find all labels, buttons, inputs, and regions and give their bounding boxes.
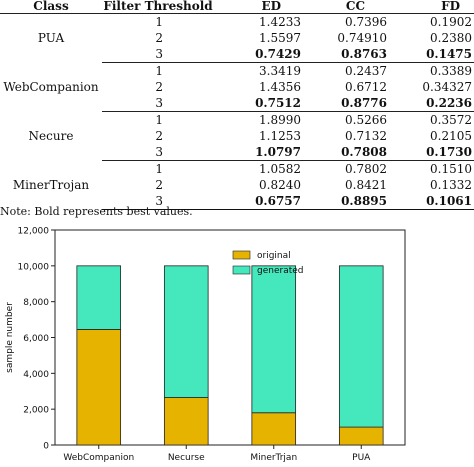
cc-cell: 0.7802 — [345, 162, 387, 176]
table-row: MinerTrojan 1 1.0582 0.7802 0.1510 — [0, 161, 474, 192]
bar-generated — [338, 265, 384, 428]
class-cell: Necure — [28, 129, 74, 143]
fd-cell: 0.1475 — [389, 46, 474, 63]
y-tick-label: 10,000 — [18, 262, 50, 272]
ed-cell: 1.8990 — [259, 113, 301, 127]
table-row: 3 0.7429 0.8763 0.1475 — [0, 46, 474, 63]
table-row: Necure 1 1.8990 0.5266 0.3572 — [0, 112, 474, 143]
table-body: PUA 1 1.4233 0.7396 0.1902 2 1.5597 0.74910 0.23… — [0, 14, 474, 210]
x-tick-label: WebCompanion — [63, 453, 134, 463]
table-row: WebCompanion 1 3.3419 0.2437 0.3389 — [0, 63, 474, 94]
y-tick-label: 8,000 — [23, 298, 49, 308]
y-axis-label: sample number — [5, 302, 15, 373]
class-cell: WebCompanion — [3, 80, 99, 94]
bar-generated — [251, 265, 297, 414]
ed-cell: 1.5597 — [259, 31, 301, 45]
cc-cell: 0.8895 — [303, 193, 389, 210]
header-ed: ED — [214, 0, 303, 14]
fd-cell: 0.2380 — [430, 31, 472, 45]
table-header-row: Class Filter Threshold ED CC FD — [0, 0, 474, 14]
threshold-cell: 1 — [155, 162, 163, 176]
cc-cell: 0.7132 — [345, 129, 387, 143]
ed-cell: 0.6757 — [214, 193, 303, 210]
stacked-bar-chart: 0 2,000 4,000 6,000 8,000 10,000 12,000 sample … — [5, 227, 406, 463]
threshold-cell: 2 — [155, 129, 163, 143]
bar-generated — [76, 265, 122, 330]
ed-cell: 0.7429 — [214, 46, 303, 63]
header-cc: CC — [303, 0, 389, 14]
threshold-cell: 3 — [102, 193, 214, 210]
fd-cell: 0.1510 — [430, 162, 472, 176]
fd-cell: 0.1332 — [430, 178, 472, 192]
ed-cell: 0.7512 — [214, 95, 303, 112]
ed-cell: 3.3419 — [259, 64, 301, 78]
table-row: 2 0.8240 0.8421 0.1332 — [0, 177, 474, 193]
y-tick-label: 2,000 — [23, 406, 49, 416]
table-row: 2 1.1253 0.7132 0.2105 — [0, 128, 474, 144]
ed-cell: 1.4356 — [259, 80, 301, 94]
fd-cell: 0.1902 — [430, 15, 472, 29]
legend-swatch-generated — [232, 265, 251, 275]
bar-original — [163, 397, 209, 446]
table-row: 3 1.0797 0.7808 0.1730 — [0, 144, 474, 161]
table-row: 2 1.5597 0.74910 0.2380 — [0, 30, 474, 46]
x-tick-label: PUA — [352, 453, 371, 463]
threshold-cell: 3 — [102, 144, 214, 161]
fd-cell: 0.1061 — [389, 193, 474, 210]
results-table: Class Filter Threshold ED CC FD PUA 1 1.42… — [0, 0, 474, 210]
cc-cell: 0.74910 — [337, 31, 387, 45]
threshold-cell: 3 — [102, 95, 214, 112]
fd-cell: 0.2236 — [389, 95, 474, 112]
cc-cell: 0.8763 — [303, 46, 389, 63]
ed-cell: 1.1253 — [259, 129, 301, 143]
legend-label-original: original — [257, 251, 291, 261]
table-row: 3 0.7512 0.8776 0.2236 — [0, 95, 474, 112]
threshold-cell: 2 — [155, 178, 163, 192]
legend-swatch-original — [232, 250, 251, 260]
bar-original — [251, 412, 297, 446]
bar-original — [76, 329, 122, 446]
bar-original — [338, 426, 384, 446]
y-tick-label: 12,000 — [18, 227, 50, 237]
cc-cell: 0.8776 — [303, 95, 389, 112]
fd-cell: 0.3572 — [430, 113, 472, 127]
bar-generated — [163, 265, 209, 398]
x-tick-label: MinerTrjan — [250, 453, 297, 463]
y-tick-label: 4,000 — [23, 370, 49, 380]
ed-cell: 1.4233 — [259, 15, 301, 29]
header-filter-threshold: Filter Threshold — [102, 0, 214, 14]
y-tick-label: 0 — [43, 442, 49, 452]
cc-cell: 0.7808 — [303, 144, 389, 161]
fd-cell: 0.2105 — [430, 129, 472, 143]
header-fd: FD — [389, 0, 474, 14]
x-tick-label: Necurse — [168, 453, 205, 463]
legend-label-generated: generated — [257, 266, 304, 276]
class-cell: PUA — [37, 31, 65, 46]
cc-cell: 0.8421 — [345, 178, 387, 192]
cc-cell: 0.7396 — [345, 15, 387, 29]
threshold-cell: 1 — [155, 64, 163, 78]
fd-cell: 0.3389 — [430, 64, 472, 78]
threshold-cell: 3 — [102, 46, 214, 63]
threshold-cell: 2 — [155, 80, 163, 94]
table-row: PUA 1 1.4233 0.7396 0.1902 — [0, 14, 474, 45]
class-cell: MinerTrojan — [12, 178, 90, 192]
cc-cell: 0.2437 — [345, 64, 387, 78]
threshold-cell: 1 — [155, 113, 163, 127]
cc-cell: 0.6712 — [345, 80, 387, 94]
ed-cell: 1.0582 — [259, 162, 301, 176]
table-row: 2 1.4356 0.6712 0.34327 — [0, 79, 474, 95]
cc-cell: 0.5266 — [345, 113, 387, 127]
ed-cell: 0.8240 — [259, 178, 301, 192]
y-tick-label: 6,000 — [23, 334, 49, 344]
fd-cell: 0.34327 — [422, 80, 472, 94]
header-class: Class — [0, 0, 102, 14]
fd-cell: 0.1730 — [389, 144, 474, 161]
ed-cell: 1.0797 — [214, 144, 303, 161]
table-note: Note: Bold represents best values. — [0, 205, 193, 218]
threshold-cell: 2 — [155, 31, 163, 45]
threshold-cell: 1 — [155, 15, 163, 29]
table-row: 3 0.6757 0.8895 0.1061 — [0, 193, 474, 210]
